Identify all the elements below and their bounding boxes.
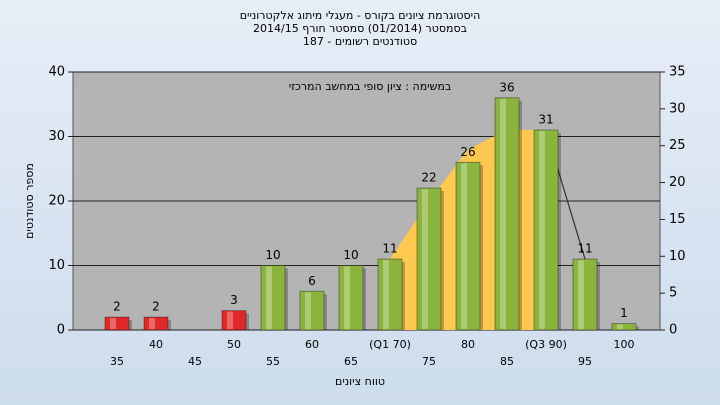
bar: [455, 161, 481, 331]
annotation: במשימה : ציון סופי במחשב המרכזי: [289, 80, 452, 93]
bar-highlight: [500, 98, 506, 329]
x-tick-label: 60: [305, 338, 319, 351]
bar-highlight: [578, 260, 584, 329]
x-tick-label: 95: [578, 355, 592, 368]
y2-tick-label: 10: [669, 249, 686, 264]
bar: [416, 187, 442, 331]
bar: [221, 310, 247, 331]
bar: [104, 316, 130, 331]
y-axis-label: מספר סטודנטים: [23, 163, 36, 239]
data-label: 2: [152, 300, 160, 314]
x-tick-label: 80: [461, 338, 475, 351]
bar: [143, 316, 169, 331]
bar-highlight: [344, 266, 350, 329]
chart-subtitle: בסמסטר (01/2014) סמסטר חורף 2014/15: [253, 22, 467, 35]
data-label: 6: [308, 274, 316, 288]
y-tick-label: 0: [57, 323, 65, 338]
x-tick-label: 55: [266, 355, 280, 368]
data-label: 11: [577, 242, 592, 256]
x-tick-label: 75: [422, 355, 436, 368]
data-label: 10: [265, 248, 280, 262]
chart-subtitle: סטודנטים רשומים - 187: [303, 35, 417, 48]
bar-highlight: [383, 260, 389, 329]
bar-highlight: [461, 163, 467, 329]
y-tick-label: 40: [48, 65, 65, 80]
x-tick-label: 45: [188, 355, 202, 368]
bar-highlight: [110, 318, 116, 329]
x-tick-label: 100: [614, 338, 635, 351]
data-label: 1: [620, 306, 628, 320]
bar: [611, 323, 637, 331]
bar-highlight: [266, 266, 272, 329]
data-label: 26: [460, 145, 475, 159]
chart-title: היסטוגרמת ציונים בקורס - מעגלי מיתוג אלק…: [240, 9, 481, 22]
bar-highlight: [149, 318, 155, 329]
bar-highlight: [539, 131, 545, 329]
x-tick-label: (Q1 70): [369, 338, 411, 351]
y2-tick-label: 25: [669, 138, 686, 153]
x-tick-label: 65: [344, 355, 358, 368]
y2-tick-label: 15: [669, 212, 686, 227]
bar: [299, 290, 325, 331]
bar: [338, 265, 364, 331]
x-tick-label: (Q3 90): [525, 338, 567, 351]
x-tick-label: 85: [500, 355, 514, 368]
bar-highlight: [227, 311, 233, 329]
bar: [260, 265, 286, 331]
x-tick-label: 40: [149, 338, 163, 351]
y2-tick-label: 20: [669, 175, 686, 190]
y2-tick-label: 0: [669, 323, 677, 338]
data-label: 11: [382, 242, 397, 256]
data-label: 36: [499, 80, 514, 94]
data-label: 22: [421, 171, 436, 185]
data-label: 10: [343, 248, 358, 262]
data-label: 3: [230, 293, 238, 307]
bar-highlight: [422, 189, 428, 329]
bar: [572, 258, 598, 331]
bar-highlight: [305, 292, 311, 329]
y-tick-label: 30: [48, 129, 65, 144]
data-label: 31: [538, 113, 553, 127]
x-tick-label: 50: [227, 338, 241, 351]
bar: [533, 129, 559, 331]
y-tick-label: 10: [48, 258, 65, 273]
data-label: 2: [113, 300, 121, 314]
y2-tick-label: 35: [669, 65, 686, 80]
y2-tick-label: 5: [669, 286, 677, 301]
y2-tick-label: 30: [669, 101, 686, 116]
x-tick-label: 35: [110, 355, 124, 368]
bar-highlight: [617, 324, 623, 329]
bar: [377, 258, 403, 331]
x-axis-label: טווח ציונים: [335, 375, 385, 388]
y-tick-label: 20: [48, 194, 65, 209]
bar: [494, 97, 520, 331]
